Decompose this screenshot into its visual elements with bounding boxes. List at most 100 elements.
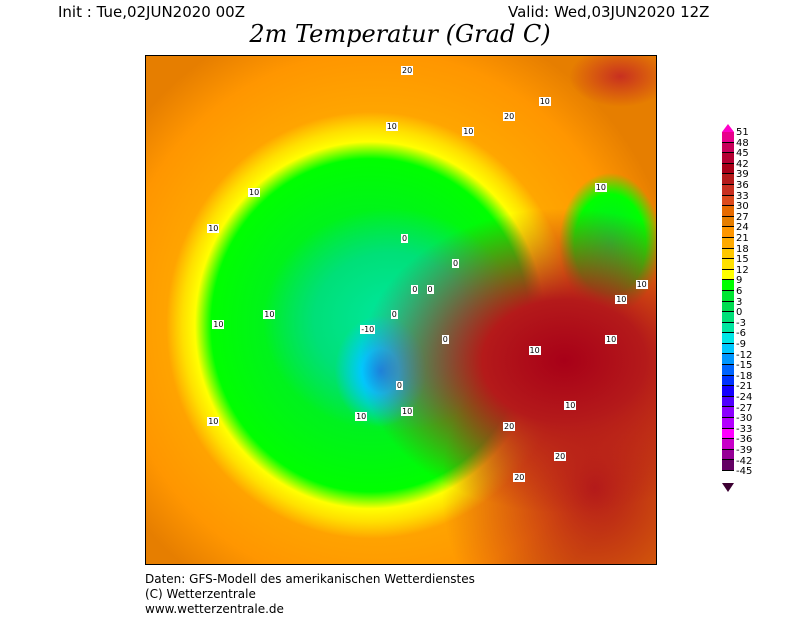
legend-bin bbox=[722, 142, 734, 154]
legend-bin bbox=[722, 163, 734, 175]
legend-bin bbox=[722, 227, 734, 238]
legend-tick-label: -3 bbox=[736, 317, 746, 329]
contour-label: 10 bbox=[528, 345, 541, 355]
legend-tick-label: -9 bbox=[736, 339, 746, 350]
legend-tick-label: -15 bbox=[736, 360, 753, 372]
contour-label: 0 bbox=[426, 284, 434, 294]
contour-label: 20 bbox=[513, 472, 526, 482]
contour-label: 0 bbox=[390, 310, 398, 319]
legend-tick-label: 51 bbox=[736, 127, 749, 138]
legend-bin bbox=[722, 365, 734, 376]
legend-tick-label: -12 bbox=[736, 349, 753, 361]
legend-tick-label: 21 bbox=[736, 233, 749, 244]
legend-bin bbox=[722, 248, 734, 260]
contour-label: 10 bbox=[212, 320, 225, 330]
contour-label: 10 bbox=[248, 188, 261, 198]
legend-bin bbox=[722, 375, 734, 387]
contour-label: 0 bbox=[395, 381, 403, 391]
legend-bin bbox=[722, 216, 734, 228]
legend-tick-label: 18 bbox=[736, 243, 749, 255]
legend-bin bbox=[722, 290, 734, 302]
legend-bin bbox=[722, 333, 734, 344]
contour-label: 0 bbox=[401, 233, 409, 243]
copyright: (C) Wetterzentrale bbox=[145, 587, 256, 601]
legend-tick-label: 6 bbox=[736, 286, 743, 297]
legend-min-arrow bbox=[722, 483, 734, 492]
legend-bin bbox=[722, 132, 734, 143]
contour-label: 0 bbox=[452, 259, 460, 269]
contour-label: 20 bbox=[401, 66, 414, 76]
contour-label: 0 bbox=[411, 284, 419, 294]
legend-tick-label: -30 bbox=[736, 413, 753, 425]
contour-label: 10 bbox=[538, 96, 551, 106]
legend-bin bbox=[722, 449, 734, 461]
legend-bin bbox=[722, 301, 734, 313]
contour-label: 10 bbox=[207, 223, 220, 233]
contour-label: 10 bbox=[615, 294, 628, 304]
contour-label: 10 bbox=[635, 279, 648, 289]
legend-bin bbox=[722, 237, 734, 249]
legend-tick-label: 3 bbox=[736, 296, 743, 308]
contour-label: 10 bbox=[594, 183, 607, 192]
legend-tick-label: 42 bbox=[736, 158, 749, 170]
legend-tick-label: -36 bbox=[736, 434, 753, 446]
legend-tick-label: -18 bbox=[736, 370, 753, 382]
legend-tick-label: 15 bbox=[736, 254, 749, 266]
legend-tick-label: -21 bbox=[736, 381, 753, 393]
contour-label: 20 bbox=[503, 111, 516, 121]
data-source: Daten: GFS-Modell des amerikanischen Wet… bbox=[145, 572, 475, 586]
temperature-map: 20 10 10 10 20 10 0 0 0 0 10 10 10 10 -10 0 10 10 20 20 10 20… bbox=[145, 55, 657, 565]
legend-tick-label: -27 bbox=[736, 402, 753, 414]
contour-label: 10 bbox=[263, 310, 276, 319]
legend-tick-label: 27 bbox=[736, 211, 749, 223]
contour-label: 10 bbox=[564, 401, 577, 411]
contour-label: 10 bbox=[605, 335, 618, 345]
legend-bin bbox=[722, 206, 734, 217]
legend-tick-label: 24 bbox=[736, 222, 749, 234]
legend-tick-label: 9 bbox=[736, 275, 743, 287]
legend-tick-label: 45 bbox=[736, 148, 749, 160]
legend-bin bbox=[722, 312, 734, 323]
legend-bin bbox=[722, 439, 734, 450]
legend-bin bbox=[722, 322, 734, 334]
legend-tick-label: -39 bbox=[736, 445, 753, 456]
legend-tick-label: 36 bbox=[736, 180, 749, 191]
legend-tick-label: -42 bbox=[736, 455, 753, 467]
legend-bin bbox=[722, 280, 734, 291]
website-link[interactable]: www.wetterzentrale.de bbox=[145, 602, 284, 616]
contour-label: -10 bbox=[360, 325, 376, 335]
contour-label: 10 bbox=[462, 127, 475, 137]
legend-max-arrow bbox=[722, 124, 734, 132]
color-legend bbox=[722, 132, 734, 471]
legend-tick-label: 12 bbox=[736, 264, 749, 276]
legend-bin bbox=[722, 354, 734, 366]
legend-bin bbox=[722, 259, 734, 270]
contour-label: 0 bbox=[441, 335, 449, 345]
contour-label: 20 bbox=[503, 421, 516, 431]
init-time: Init : Tue,02JUN2020 00Z bbox=[58, 3, 245, 21]
legend-tick-label: -24 bbox=[736, 392, 753, 403]
contour-label: 10 bbox=[207, 416, 220, 426]
legend-bin bbox=[722, 343, 734, 355]
legend-bin bbox=[722, 418, 734, 429]
legend-tick-label: 0 bbox=[736, 307, 743, 319]
legend-bin bbox=[722, 396, 734, 408]
legend-tick-label: -33 bbox=[736, 423, 753, 435]
legend-tick-label: 48 bbox=[736, 137, 749, 149]
map-title: 2m Temperatur (Grad C) bbox=[249, 20, 551, 48]
contour-label: 10 bbox=[355, 411, 368, 421]
contour-label: 10 bbox=[401, 406, 414, 416]
legend-bin bbox=[722, 460, 734, 471]
legend-tick-label: 30 bbox=[736, 201, 749, 213]
legend-tick-label: -45 bbox=[736, 466, 753, 478]
legend-tick-label: 33 bbox=[736, 190, 749, 202]
legend-bin bbox=[722, 269, 734, 281]
footer: Daten: GFS-Modell des amerikanischen Wet… bbox=[145, 572, 475, 617]
legend-tick-label: -6 bbox=[736, 328, 746, 340]
valid-time: Valid: Wed,03JUN2020 12Z bbox=[508, 3, 710, 21]
legend-bin bbox=[722, 428, 734, 440]
legend-bin bbox=[722, 407, 734, 419]
contour-label: 20 bbox=[554, 452, 567, 462]
legend-tick-label: 39 bbox=[736, 169, 749, 181]
legend-bin bbox=[722, 195, 734, 207]
